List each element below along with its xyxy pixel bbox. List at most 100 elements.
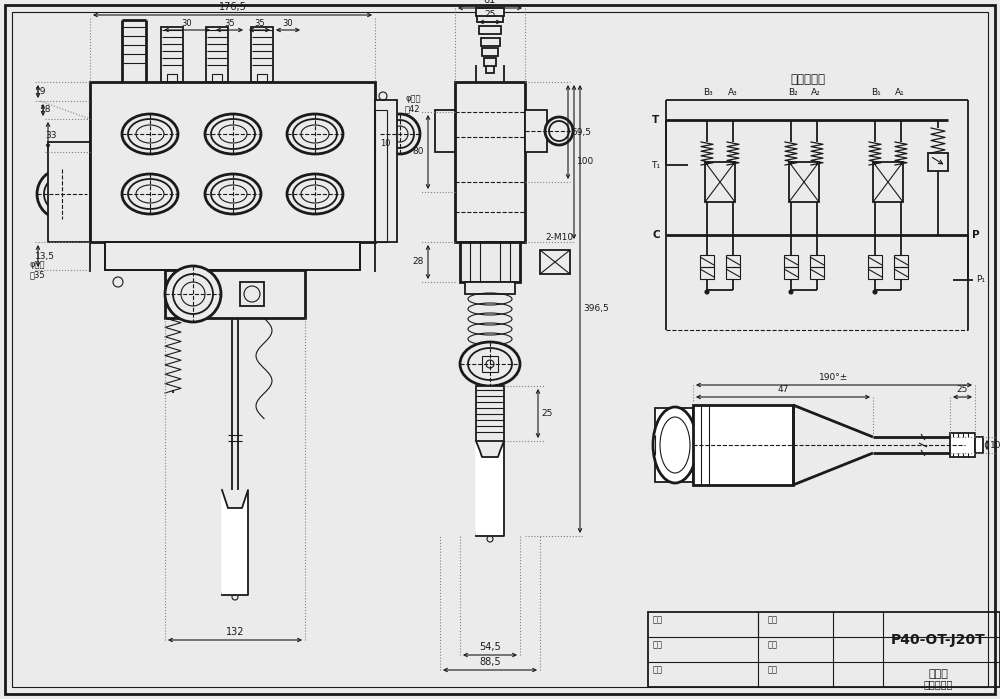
Bar xyxy=(894,267,908,279)
Text: 10: 10 xyxy=(990,440,1000,449)
Bar xyxy=(90,82,375,242)
Bar xyxy=(105,242,360,270)
Bar xyxy=(789,162,819,202)
Bar xyxy=(161,27,183,82)
Bar xyxy=(477,14,503,22)
Bar xyxy=(655,408,693,482)
Text: 59,5: 59,5 xyxy=(571,127,591,136)
Ellipse shape xyxy=(122,114,178,154)
Polygon shape xyxy=(222,490,248,595)
Bar xyxy=(479,26,501,34)
Text: B₁: B₁ xyxy=(871,88,881,97)
Text: 30: 30 xyxy=(283,19,293,28)
Text: 比例: 比例 xyxy=(768,640,778,649)
Text: B₂: B₂ xyxy=(788,88,798,97)
Bar xyxy=(212,74,222,82)
Bar xyxy=(482,48,498,56)
Bar xyxy=(928,153,948,171)
Text: 25: 25 xyxy=(484,10,496,19)
Bar xyxy=(894,255,908,267)
Text: 54,5: 54,5 xyxy=(479,642,501,652)
Ellipse shape xyxy=(287,174,343,214)
Text: 30: 30 xyxy=(182,19,192,28)
Text: P40-OT-J20T: P40-OT-J20T xyxy=(891,633,985,647)
Text: 工艺: 工艺 xyxy=(653,665,663,675)
Text: 61: 61 xyxy=(484,0,496,5)
Bar xyxy=(693,405,793,485)
Text: P: P xyxy=(972,230,980,240)
Bar xyxy=(257,74,267,82)
Text: 多路阀: 多路阀 xyxy=(928,669,948,679)
Text: C: C xyxy=(652,230,660,240)
Text: φ镞孔
高42: φ镞孔 高42 xyxy=(405,94,420,113)
Text: T: T xyxy=(652,115,660,125)
Bar xyxy=(476,386,504,441)
Bar xyxy=(525,110,547,152)
Bar xyxy=(167,74,177,82)
Circle shape xyxy=(789,290,793,294)
Bar xyxy=(873,162,903,202)
Text: T₁: T₁ xyxy=(652,161,660,169)
Text: 176,5: 176,5 xyxy=(219,2,246,12)
Circle shape xyxy=(37,169,87,219)
Bar xyxy=(375,100,397,242)
Text: P₁: P₁ xyxy=(976,275,985,284)
Bar xyxy=(484,58,496,66)
Ellipse shape xyxy=(205,114,261,154)
Bar xyxy=(784,267,798,279)
Bar xyxy=(481,38,500,46)
Bar xyxy=(482,356,498,372)
Circle shape xyxy=(873,290,877,294)
Bar xyxy=(206,27,228,82)
Circle shape xyxy=(165,266,221,322)
Bar xyxy=(700,255,714,267)
Bar xyxy=(165,270,305,318)
Bar xyxy=(455,82,525,242)
Text: 2-M10: 2-M10 xyxy=(545,233,573,242)
Bar xyxy=(648,612,1000,687)
Text: 80: 80 xyxy=(413,147,424,157)
Ellipse shape xyxy=(205,174,261,214)
Polygon shape xyxy=(476,441,504,536)
Bar xyxy=(105,242,360,270)
Bar xyxy=(868,267,882,279)
Text: B₃: B₃ xyxy=(703,88,713,97)
Text: 33: 33 xyxy=(45,131,56,140)
Text: 47: 47 xyxy=(777,385,789,394)
Bar xyxy=(784,255,798,267)
Text: 13,5: 13,5 xyxy=(35,252,55,261)
Text: 18: 18 xyxy=(40,106,52,115)
Ellipse shape xyxy=(545,117,573,145)
Bar xyxy=(810,255,824,267)
Bar xyxy=(868,255,882,267)
Text: 35: 35 xyxy=(224,19,235,28)
Bar xyxy=(726,255,740,267)
Bar xyxy=(435,110,455,152)
Bar xyxy=(950,433,975,457)
Bar xyxy=(705,162,735,202)
Text: A₃: A₃ xyxy=(728,88,738,97)
Circle shape xyxy=(705,290,709,294)
Bar xyxy=(486,65,494,73)
Bar xyxy=(975,437,983,453)
Text: 制图: 制图 xyxy=(653,616,663,624)
Bar xyxy=(700,267,714,279)
Bar xyxy=(375,110,387,242)
Ellipse shape xyxy=(460,342,520,386)
Text: 88,5: 88,5 xyxy=(479,657,501,667)
Text: φ镞孔
高35: φ镞孔 高35 xyxy=(30,260,46,280)
Ellipse shape xyxy=(287,114,343,154)
Text: 10: 10 xyxy=(380,139,390,148)
Text: A₁: A₁ xyxy=(895,88,905,97)
Text: 28: 28 xyxy=(413,257,424,266)
Text: 日期: 日期 xyxy=(768,665,778,675)
Bar xyxy=(726,267,740,279)
Text: 25: 25 xyxy=(541,409,552,418)
Text: 190°±: 190°± xyxy=(819,373,849,382)
Text: 图号: 图号 xyxy=(768,616,778,624)
Text: 19: 19 xyxy=(35,87,46,96)
Ellipse shape xyxy=(122,174,178,214)
Text: 132: 132 xyxy=(226,627,244,637)
Text: 100: 100 xyxy=(577,157,594,166)
Bar xyxy=(240,282,264,306)
